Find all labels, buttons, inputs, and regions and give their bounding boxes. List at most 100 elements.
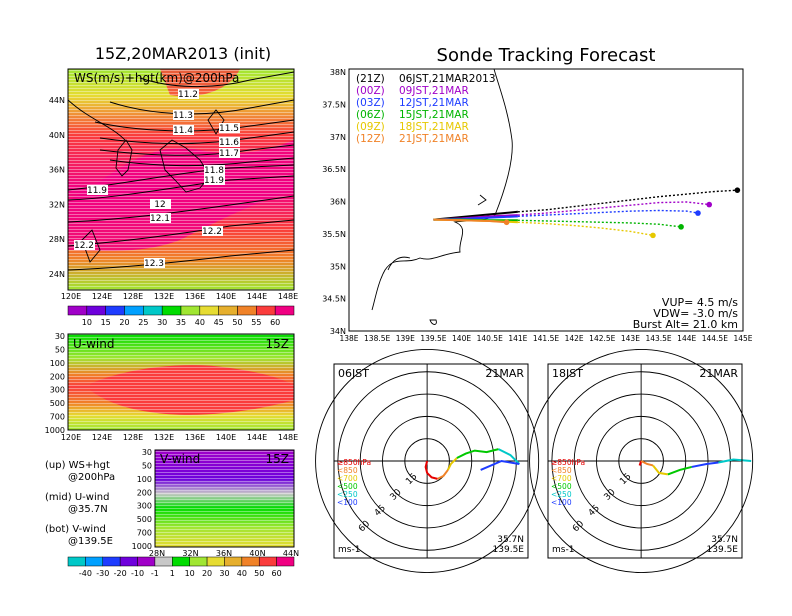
hodo-time: 18JST [552,367,583,380]
track-legend-time: 18JST,21MAR [399,121,469,133]
track-legend-zulu: (09Z) [356,121,385,133]
hgt-contour-label: 12.2 [74,241,94,251]
wind-colorbar-swatch [85,556,104,567]
ws-colorbar-tick: 25 [138,318,148,327]
hgt-label-box [150,199,171,209]
track-endpoint [678,224,684,230]
hodo-profile-segment [718,458,752,464]
uwind-lon-ticks: 120E 124E 128E 132E 136E 140E 144E 148E [61,433,298,442]
ws-colorbar-swatch [218,305,238,316]
hgt-contour-label: 11.9 [87,186,107,196]
track-endpoint [650,232,656,239]
ws-colorbar-tick: 55 [251,318,261,327]
legend-note-sub: @139.5E [68,536,113,547]
hodo-time: 06JST [338,367,369,380]
track-legend-zulu: (21Z) [356,73,385,85]
ws-lon-tick-label: 128E [123,292,143,301]
vwind-lat-tick-label: 28N [149,549,165,558]
uwind-frame [67,333,295,431]
track-lat-tick-label: 34.5N [322,295,346,304]
hodo-profile-segment [447,457,458,471]
uwind-p-tick-label: 700 [50,413,65,422]
ws-lon-tick-label: 144E [247,292,267,301]
track-frame [348,68,744,332]
right-title: Sonde Tracking Forecast [437,45,656,66]
hodo-ring [315,349,540,574]
hgt-label-box [219,137,240,147]
track-lon-tick-label: 142E [565,334,584,343]
ws-colorbar-swatch [143,305,163,316]
hgt-label-box [178,89,199,99]
track-lon-tick-label: 145E [733,334,752,343]
ws-colorbar-tick: 50 [232,318,242,327]
ws-colorbar-tick: 20 [119,318,129,327]
hodo-lat: 35.7N [497,535,524,545]
hgt-label-box [219,123,240,133]
wind-colorbar-swatch [137,556,156,567]
track-endpoint [695,210,701,216]
track-legend-time: 21JST,21MAR [399,133,469,145]
ws-colorbar-tick: 35 [176,318,186,327]
uwind-p-tick-label: 100 [50,359,65,368]
vwind-p-tick-label: 500 [137,515,152,524]
hodo-unit: ms-1 [338,545,360,555]
wind-colorbar-tick: -10 [131,569,144,578]
ws-lat-tick-label: 40N [49,131,65,140]
hodo-profile-segment [498,448,521,465]
track-legend: (21Z) 06JST,21MAR2013 (00Z) 09JST,21MAR (03Z… [356,73,496,145]
ws-lon-ticks: 120E 124E 128E 132E 136E 140E 144E 148E [61,292,298,301]
vwind-p-tick-label: 50 [142,461,152,470]
track-legend-time: 09JST,21MAR [399,85,469,97]
wind-colorbar-tick: 60 [272,569,282,578]
track-series-dashed [517,189,738,213]
track-lon-tick-label: 143.5E [645,334,671,343]
track-legend-zulu: (00Z) [356,85,385,97]
ws-lat-ticks: 44N 40N 36N 32N 28N 24N [49,96,65,279]
hgt-contour-label: 11.7 [219,149,239,159]
hgt-label-box [173,110,194,120]
ws-colorbar-swatch [274,305,295,316]
vwind-pressure-ticks: 30 50 100 200 300 500 700 1000 [132,448,152,551]
hgt-label-box [219,148,240,158]
track-lon-tick-label: 140E [452,334,471,343]
wind-colorbar-swatch [241,556,260,567]
hodo-level-legend: <850 [337,466,358,475]
uwind-lon-tick-label: 144E [247,433,267,442]
ws-lon-tick-label: 132E [154,292,174,301]
uwind-lon-tick-label: 124E [92,433,112,442]
uwind-hatching [68,334,294,430]
vdw-text: VDW= -3.0 m/s [653,307,738,320]
legend-note-sub: @35.7N [68,504,108,515]
wind-colorbar-tick: -20 [114,569,127,578]
hodo-profile-segment [480,459,520,471]
hgt-contour-label: 11.3 [173,111,193,121]
left-title: 15Z,20MAR2013 (init) [95,44,271,63]
wind-colorbar-tick: 10 [185,569,195,578]
hodo-profile-segment [456,448,499,459]
track-series-dashed [517,221,654,237]
hodo-date: 21MAR [485,367,524,380]
hgt-contour-label: 12.3 [144,259,164,269]
track-lon-tick-label: 144E [677,334,696,343]
vwind-p-tick-label: 1000 [132,542,152,551]
wind-colorbar-tick: 20 [202,569,212,578]
ws-lat-tick-label: 24N [49,270,65,279]
uwind-lon-tick-label: 148E [278,433,298,442]
track-lon-tick-label: 140.5E [477,334,503,343]
wind-colorbar-swatch [189,556,208,567]
legend-note-title: (up) WS+hgt [45,460,110,471]
vwind-lat-tick-label: 44N [283,549,299,558]
ws-lon-tick-label: 140E [216,292,236,301]
track-endpoint [503,219,510,226]
legend-note-title: (mid) U-wind [45,492,109,503]
track-coastline [371,68,513,325]
wind-colorbar-tick: 30 [219,569,229,578]
track-legend-zulu: (12Z) [356,133,385,145]
hgt-contour-label: 12.1 [150,214,170,224]
wind-colorbar-tick: -40 [79,569,92,578]
hgt-contour-label: 11.4 [173,126,193,136]
vwind-lat-tick-label: 40N [249,549,265,558]
hodo-date: 21MAR [699,367,738,380]
uwind-p-tick-label: 500 [50,399,65,408]
ws-colorbar-tick: 10 [82,318,92,327]
